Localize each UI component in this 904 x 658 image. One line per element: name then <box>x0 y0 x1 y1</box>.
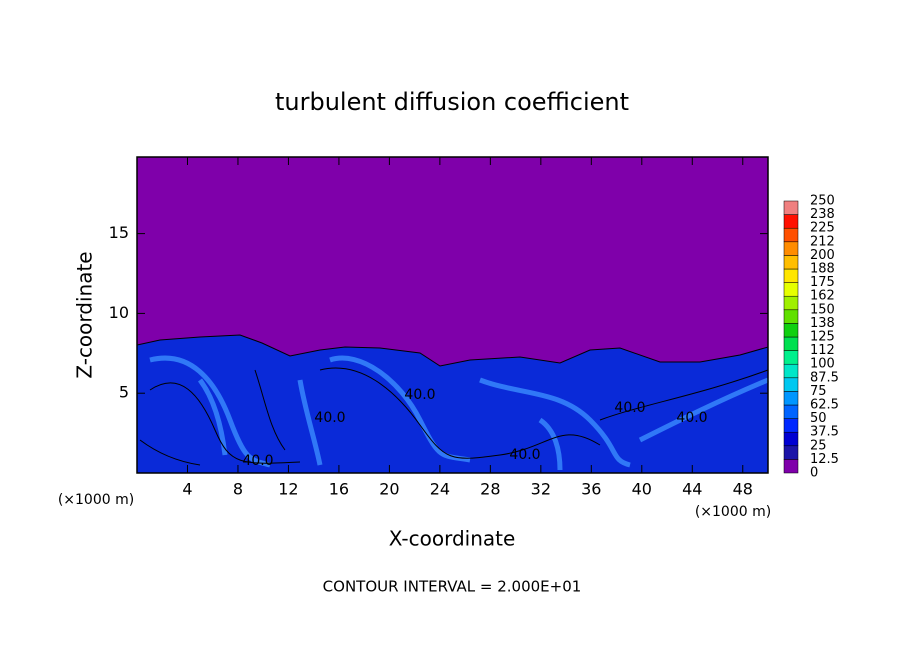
x-tick-label: 16 <box>329 480 349 499</box>
colorbar-label: 200 <box>810 248 835 263</box>
colorbar-label: 212 <box>810 234 835 249</box>
colorbar-band <box>783 350 799 365</box>
x-unit-label: (×1000 m) <box>58 492 134 508</box>
colorbar-label: 50 <box>810 411 827 426</box>
y-axis-label: Z-coordinate <box>73 251 97 378</box>
colorbar-label: 37.5 <box>810 425 839 440</box>
x-unit-label: (×1000 m) <box>695 504 771 520</box>
colorbar-label: 250 <box>810 194 835 209</box>
colorbar-band <box>783 363 799 379</box>
colorbar-band <box>783 241 799 256</box>
contour-label: 40.0 <box>242 453 273 469</box>
colorbar-label: 87.5 <box>810 370 839 385</box>
colorbar-band <box>783 445 799 460</box>
contour-label: 40.0 <box>614 400 645 416</box>
field-streaks <box>149 355 769 471</box>
colorbar-label: 175 <box>810 275 835 290</box>
colorbar-label: 188 <box>810 262 835 277</box>
colorbar-label: 25 <box>810 438 827 453</box>
x-tick-label: 24 <box>430 480 450 499</box>
x-tick-label: 12 <box>278 480 298 499</box>
x-tick-label: 40 <box>632 480 652 499</box>
colorbar-band <box>783 404 799 419</box>
colorbar-band <box>783 377 799 392</box>
turbulent-region <box>136 334 769 474</box>
y-tick-label: 15 <box>109 223 129 242</box>
x-tick-label: 44 <box>682 480 702 499</box>
colorbar-label: 100 <box>810 357 835 372</box>
colorbar-band <box>783 255 799 270</box>
colorbar-band <box>783 431 799 447</box>
colorbar-label: 62.5 <box>810 398 839 413</box>
colorbar-band <box>783 309 799 324</box>
colorbar-band <box>783 418 799 433</box>
x-tick-label: 20 <box>379 480 399 499</box>
colorbar-label: 150 <box>810 302 835 317</box>
colorbar-label: 12.5 <box>810 452 839 467</box>
footer: CONTOUR INTERVAL = 2.000E+01 <box>323 578 582 596</box>
colorbar-band <box>783 295 799 311</box>
plot-area: 40.0 40.0 40.0 40.0 40.0 40.0 <box>136 156 769 474</box>
colorbar-label: 238 <box>810 207 835 222</box>
x-tick-label: 32 <box>531 480 551 499</box>
x-tick-label: 8 <box>233 480 243 499</box>
x-axis-label: X-coordinate <box>389 527 516 551</box>
colorbar-label: 125 <box>810 330 835 345</box>
y-tick-label: 5 <box>119 383 129 402</box>
contour-lines <box>139 367 769 466</box>
x-tick-label: 28 <box>480 480 500 499</box>
colorbar-band <box>783 200 799 215</box>
contour-label: 40.0 <box>404 387 435 403</box>
colorbar-band <box>783 282 799 297</box>
contour-label: 40.0 <box>676 410 707 426</box>
x-tick-label: 4 <box>182 480 192 499</box>
colorbar-band <box>783 268 799 283</box>
x-tick-label: 48 <box>733 480 753 499</box>
colorbar-label: 0 <box>810 466 818 481</box>
y-tick-label: 10 <box>109 303 129 322</box>
colorbar-label: 75 <box>810 384 827 399</box>
colorbar-band <box>783 227 799 243</box>
contour-label: 40.0 <box>509 447 540 463</box>
colorbar-label: 162 <box>810 289 835 304</box>
colorbar-band <box>783 336 799 351</box>
colorbar-label: 138 <box>810 316 835 331</box>
chart-title: turbulent diffusion coefficient <box>275 88 629 116</box>
contour-label: 40.0 <box>314 410 345 426</box>
plot-frame <box>136 156 769 474</box>
colorbar-band <box>783 459 799 474</box>
colorbar-label: 225 <box>810 221 835 236</box>
colorbar-band <box>783 391 799 406</box>
x-tick-label: 36 <box>581 480 601 499</box>
colorbar-band <box>783 214 799 229</box>
colorbar-label: 112 <box>810 343 835 358</box>
colorbar-band <box>783 323 799 338</box>
